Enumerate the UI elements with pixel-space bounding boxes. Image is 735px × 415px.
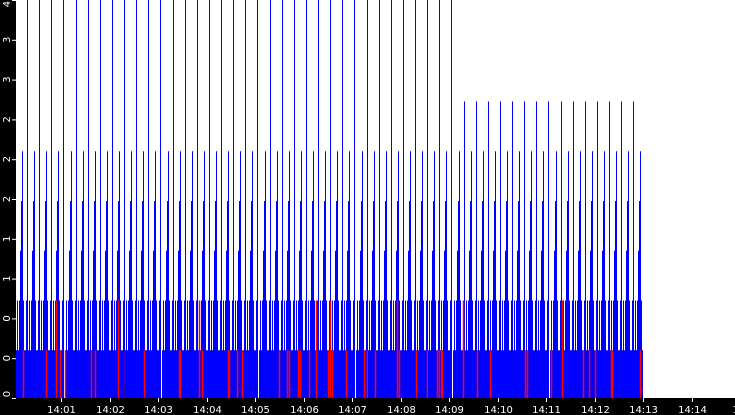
x-tick-label: 14:12 (581, 405, 610, 415)
y-tick-label: 4 (2, 1, 13, 7)
x-tick-label: 14:03 (144, 405, 173, 415)
y-tick-label: 3 (2, 76, 13, 82)
y-tick-label: 1 (2, 275, 13, 281)
y-tick-label: 1 (2, 236, 13, 242)
x-tick-label: 14:07 (338, 405, 367, 415)
series-marks (16, 0, 643, 398)
y-tick-label: 3 (2, 37, 13, 43)
y-tick-label: 0 (2, 391, 13, 397)
y-tick-label: 0 (2, 315, 13, 321)
x-tick-label: 14:08 (387, 405, 416, 415)
y-axis: 0 0 0 1 1 2 2 2 3 3 4 (2, 0, 16, 399)
y-tick-label: 2 (2, 156, 13, 162)
y-tick-label: 2 (2, 196, 13, 202)
y-tick-label: 2 (2, 116, 13, 122)
x-tick-label: 14:11 (532, 405, 561, 415)
x-tick-label: 14:01 (47, 405, 76, 415)
x-tick-label: 14:06 (290, 405, 319, 415)
x-tick-label: 14: (732, 405, 735, 415)
x-tick-label: 14:13 (629, 405, 658, 415)
x-axis: 14:01 14:02 14:03 14:04 14:05 14:06 14:07 14:08… (47, 398, 735, 415)
x-tick-label: 14:02 (96, 405, 125, 415)
x-tick-label: 14:05 (241, 405, 270, 415)
x-tick-label: 14:10 (484, 405, 513, 415)
x-tick-label: 14:09 (435, 405, 464, 415)
x-tick-label: 14:14 (678, 405, 707, 415)
x-tick-label: 14:04 (193, 405, 222, 415)
y-tick-label: 0 (2, 355, 13, 361)
